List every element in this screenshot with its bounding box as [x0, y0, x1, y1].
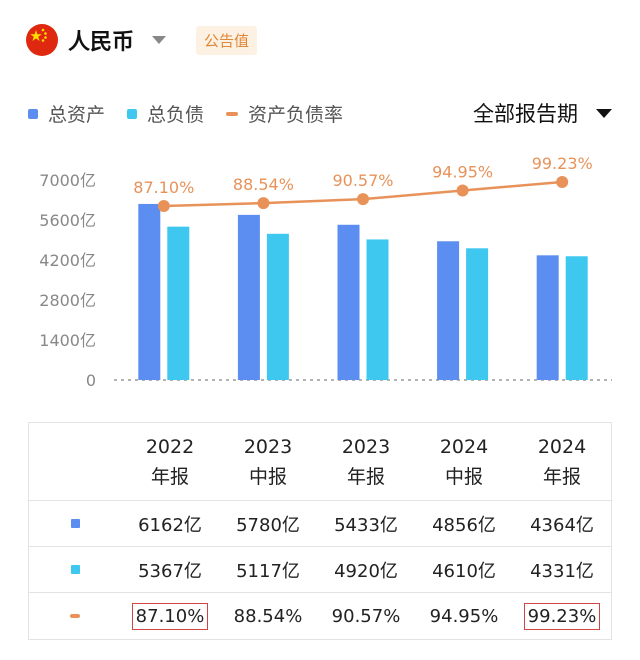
data-label: 87.10%	[133, 178, 194, 197]
data-point	[456, 184, 469, 197]
data-point	[257, 197, 270, 210]
data-point	[556, 176, 569, 188]
data-point	[157, 200, 170, 212]
period-selector[interactable]: 全部报告期	[473, 98, 612, 128]
legend-label: 总资产	[48, 104, 106, 126]
header: 人民币 公告值	[26, 22, 258, 58]
table-header-cell: 2023 年报	[341, 435, 391, 488]
table-cell: 88.54%	[233, 605, 303, 627]
y-tick-label: 0	[86, 371, 96, 390]
bar	[366, 239, 389, 380]
bar	[437, 241, 460, 380]
table-row-total-liabilities: 5367亿 5117亿 4920亿 4610亿 4331亿	[29, 547, 611, 593]
table-header-row: 2022 年报 2023 中报 2023 年报 2024 中报 2024 年报	[29, 423, 611, 501]
data-label: 90.57%	[332, 171, 393, 190]
chart-legend: 总资产 总负债 资产负债率	[28, 100, 365, 127]
data-point	[357, 193, 369, 206]
legend-item-debt-ratio[interactable]: 资产负债率	[226, 100, 343, 127]
row-indicator-debt-ratio	[70, 614, 80, 618]
bar	[536, 255, 559, 380]
currency-name: 人民币	[68, 30, 135, 55]
legend-swatch-total-liabilities	[127, 108, 138, 119]
table-header-cell: 2023 中报	[243, 435, 293, 488]
row-indicator-total-assets	[70, 519, 80, 528]
legend-item-total-assets[interactable]: 总资产	[28, 100, 105, 127]
bar	[138, 203, 161, 380]
y-tick-label: 4200亿	[39, 251, 96, 270]
row-indicator-total-liabilities	[70, 565, 80, 574]
y-tick-label: 5600亿	[39, 211, 96, 230]
bar-line-chart: 7000亿 5600亿 4200亿 2800亿 1400亿 0 87.10% 88.54% 90…	[39, 154, 612, 390]
china-flag-icon	[26, 24, 58, 56]
table-cell: 5433亿	[334, 514, 398, 536]
table-row-debt-ratio: 87.10% 88.54% 90.57% 94.95% 99.23%	[29, 593, 611, 639]
highlighted-value: 87.10%	[131, 602, 209, 630]
legend-item-total-liabilities[interactable]: 总负债	[127, 100, 204, 127]
table-cell: 6162亿	[138, 514, 202, 536]
table-cell: 5367亿	[138, 560, 202, 582]
bar	[167, 226, 190, 380]
currency-dropdown-icon[interactable]	[152, 36, 167, 44]
table-row-total-assets: 6162亿 5780亿 5433亿 4856亿 4364亿	[29, 501, 611, 547]
table-header-cell: 2024 年报	[537, 435, 587, 488]
table-header-empty	[29, 423, 121, 500]
y-tick-label: 2800亿	[39, 291, 96, 310]
legend-label: 总负债	[147, 104, 205, 126]
bar	[337, 224, 360, 380]
y-tick-label: 1400亿	[39, 331, 96, 350]
table-cell: 94.95%	[429, 605, 499, 627]
table-cell: 4856亿	[432, 514, 496, 536]
table-header-cell: 2022 年报	[145, 435, 195, 488]
table-cell: 4920亿	[334, 560, 398, 582]
bar	[237, 214, 260, 380]
y-tick-label: 7000亿	[39, 171, 96, 190]
period-dropdown-icon	[596, 108, 612, 118]
data-label: 88.54%	[233, 175, 294, 194]
table-header-cell: 2024 中报	[439, 435, 489, 488]
bar	[466, 248, 489, 380]
data-label: 99.23%	[532, 154, 593, 173]
bar	[565, 256, 588, 380]
table-cell: 90.57%	[331, 605, 401, 627]
table-cell: 4331亿	[530, 560, 594, 582]
table-cell: 87.10%	[121, 593, 219, 639]
highlighted-value: 99.23%	[523, 602, 601, 630]
period-selector-label: 全部报告期	[473, 102, 578, 126]
table-cell: 5780亿	[236, 514, 300, 536]
legend-swatch-debt-ratio	[226, 111, 239, 116]
data-table: 2022 年报 2023 中报 2023 年报 2024 中报 2024 年报 6162亿…	[28, 422, 612, 640]
legend-label: 资产负债率	[248, 104, 344, 126]
bar	[266, 233, 289, 380]
table-cell: 4610亿	[432, 560, 496, 582]
table-cell: 99.23%	[513, 593, 611, 639]
table-cell: 4364亿	[530, 514, 594, 536]
data-label: 94.95%	[432, 162, 493, 181]
legend-swatch-total-assets	[28, 108, 38, 119]
announcement-badge: 公告值	[196, 25, 258, 55]
table-cell: 5117亿	[236, 560, 300, 582]
